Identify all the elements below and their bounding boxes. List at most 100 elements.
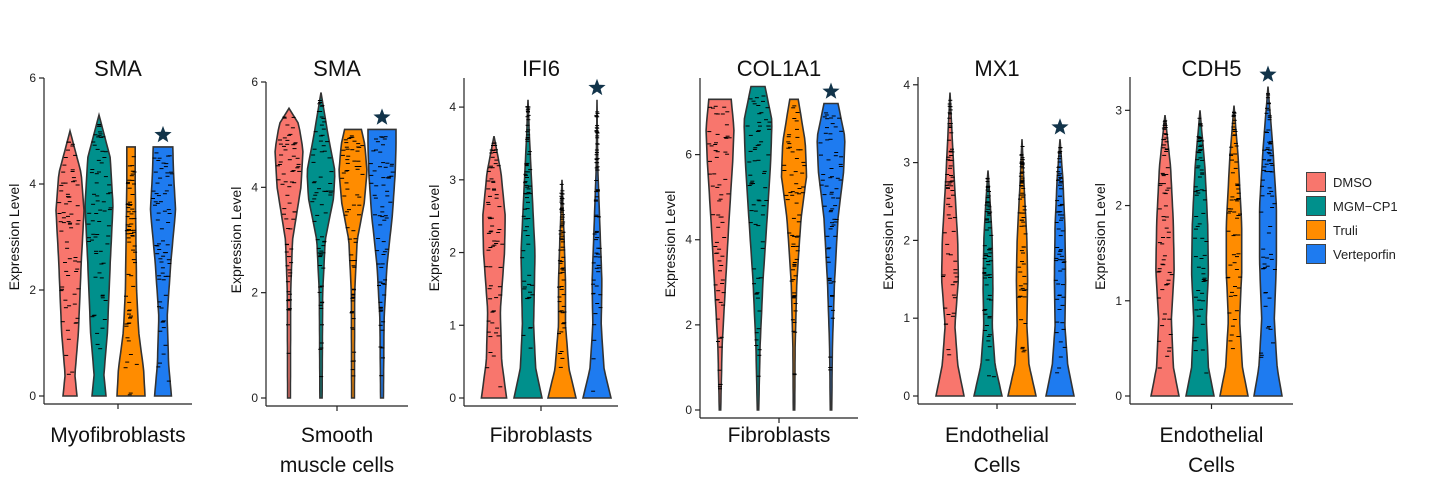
jitter-points	[1192, 117, 1209, 374]
y-axis-label: Expression Level	[6, 184, 22, 291]
jitter-points	[941, 99, 959, 356]
violin-verteporfin	[149, 146, 177, 397]
y-tick-label: 1	[903, 311, 910, 325]
x-axis-label: Endothelial	[945, 424, 1049, 447]
panel-title: SMA	[94, 56, 142, 81]
y-tick-label: 1	[1115, 294, 1122, 308]
violin-dmso	[935, 92, 965, 397]
legend-swatch-verteporfin	[1306, 244, 1326, 264]
jitter-points	[310, 100, 334, 378]
y-tick-label: 1	[449, 318, 456, 332]
legend: DMSO MGM−CP1 Truli Verteporfin	[1306, 170, 1398, 266]
jitter-points	[982, 177, 996, 378]
legend-item-verteporfin: Verteporfin	[1306, 242, 1398, 266]
violin-panel-6: 0 1 2 3 Expression Level CDH5 Endothelial Cells	[1092, 56, 1293, 477]
jitter-points	[151, 152, 174, 382]
y-axis-label: Expression Level	[1092, 183, 1108, 290]
x-axis-label: muscle cells	[280, 454, 394, 477]
jitter-points	[557, 183, 567, 368]
legend-item-mgm-cp1: MGM−CP1	[1306, 194, 1398, 218]
panel-title: COL1A1	[737, 56, 821, 81]
y-tick-label: 3	[449, 173, 456, 187]
y-axis-label: Expression Level	[426, 185, 442, 292]
legend-swatch-mgm-cp1	[1306, 196, 1326, 216]
violin-panel-3: 0 1 2 3 4 Expression Level IFI6 Fibroblasts	[426, 56, 618, 447]
y-tick-label: 0	[449, 391, 456, 405]
y-tick-label: 2	[449, 246, 456, 260]
panel-title: CDH5	[1182, 56, 1242, 81]
y-axis-label: Expression Level	[880, 183, 896, 290]
x-axis-label: Endothelial	[1160, 424, 1264, 447]
y-tick-label: 6	[251, 75, 258, 89]
violin-verteporfin	[816, 102, 846, 411]
violin-truli	[116, 146, 146, 397]
violin-dmso	[705, 98, 735, 411]
jitter-points	[707, 105, 732, 390]
violin-truli	[338, 128, 368, 399]
y-tick-label: 3	[903, 156, 910, 170]
jitter-points	[591, 111, 603, 392]
jitter-points	[1017, 146, 1028, 353]
jitter-points	[1156, 120, 1174, 369]
y-tick-label: 4	[449, 100, 456, 114]
legend-label: MGM−CP1	[1333, 198, 1398, 214]
y-tick-label: 6	[29, 71, 36, 85]
y-tick-label: 4	[903, 78, 910, 92]
jitter-points	[818, 112, 844, 371]
jitter-points	[1053, 147, 1067, 374]
violin-panel-5: 0 1 2 3 4 Expression Level MX1 Endothelial Cells	[880, 56, 1076, 477]
violin-verteporfin	[1045, 139, 1075, 397]
violin-verteporfin	[581, 99, 613, 399]
x-axis-label: Cells	[974, 454, 1021, 477]
legend-item-truli: Truli	[1306, 218, 1398, 242]
violin-mgm-cp1	[306, 92, 336, 399]
violin-verteporfin	[1253, 86, 1283, 397]
jitter-points	[745, 95, 772, 377]
jitter-points	[368, 136, 395, 377]
violin-dmso	[55, 127, 85, 397]
star-icon	[154, 125, 172, 143]
violin-mgm-cp1	[84, 112, 114, 397]
jitter-points	[86, 124, 113, 350]
star-icon	[1259, 65, 1277, 82]
y-tick-label: 6	[685, 148, 692, 162]
violin-truli	[780, 98, 808, 411]
y-tick-label: 0	[903, 389, 910, 403]
x-axis-label: Smooth	[301, 424, 373, 447]
jitter-points	[340, 135, 365, 377]
y-tick-label: 4	[685, 233, 692, 247]
jitter-points	[520, 106, 535, 349]
y-tick-label: 2	[251, 286, 258, 300]
panel-title: SMA	[313, 56, 361, 81]
violin-dmso	[274, 106, 304, 399]
y-axis-label: Expression Level	[228, 187, 244, 294]
star-icon	[373, 108, 391, 125]
legend-item-dmso: DMSO	[1306, 170, 1398, 194]
legend-label: Verteporfin	[1333, 246, 1396, 262]
legend-swatch-truli	[1306, 220, 1326, 240]
jitter-points	[1259, 93, 1277, 358]
panel-title: MX1	[974, 56, 1019, 81]
violin-mgm-cp1	[743, 85, 773, 411]
jitter-points	[484, 142, 505, 388]
jitter-points	[123, 156, 139, 396]
violin-mgm-cp1	[972, 170, 1004, 397]
x-axis-label: Fibroblasts	[490, 424, 593, 447]
legend-label: DMSO	[1333, 174, 1372, 190]
y-tick-label: 2	[29, 283, 36, 297]
violin-panel-1: 0 2 4 6 Expression Level SMA Myofibroblasts	[6, 56, 192, 447]
violin-truli	[1007, 139, 1037, 397]
y-tick-label: 2	[685, 318, 692, 332]
violin-truli	[1219, 105, 1249, 397]
y-tick-label: 4	[251, 180, 258, 194]
x-axis-label: Fibroblasts	[728, 424, 831, 447]
star-icon	[1051, 118, 1069, 135]
y-tick-label: 0	[29, 389, 36, 403]
y-tick-label: 0	[685, 403, 692, 417]
violin-mgm-cp1	[1185, 110, 1215, 397]
y-tick-label: 2	[1115, 199, 1122, 213]
y-tick-label: 4	[29, 177, 36, 191]
jitter-points	[275, 116, 302, 354]
violin-mgm-cp1	[513, 99, 543, 399]
